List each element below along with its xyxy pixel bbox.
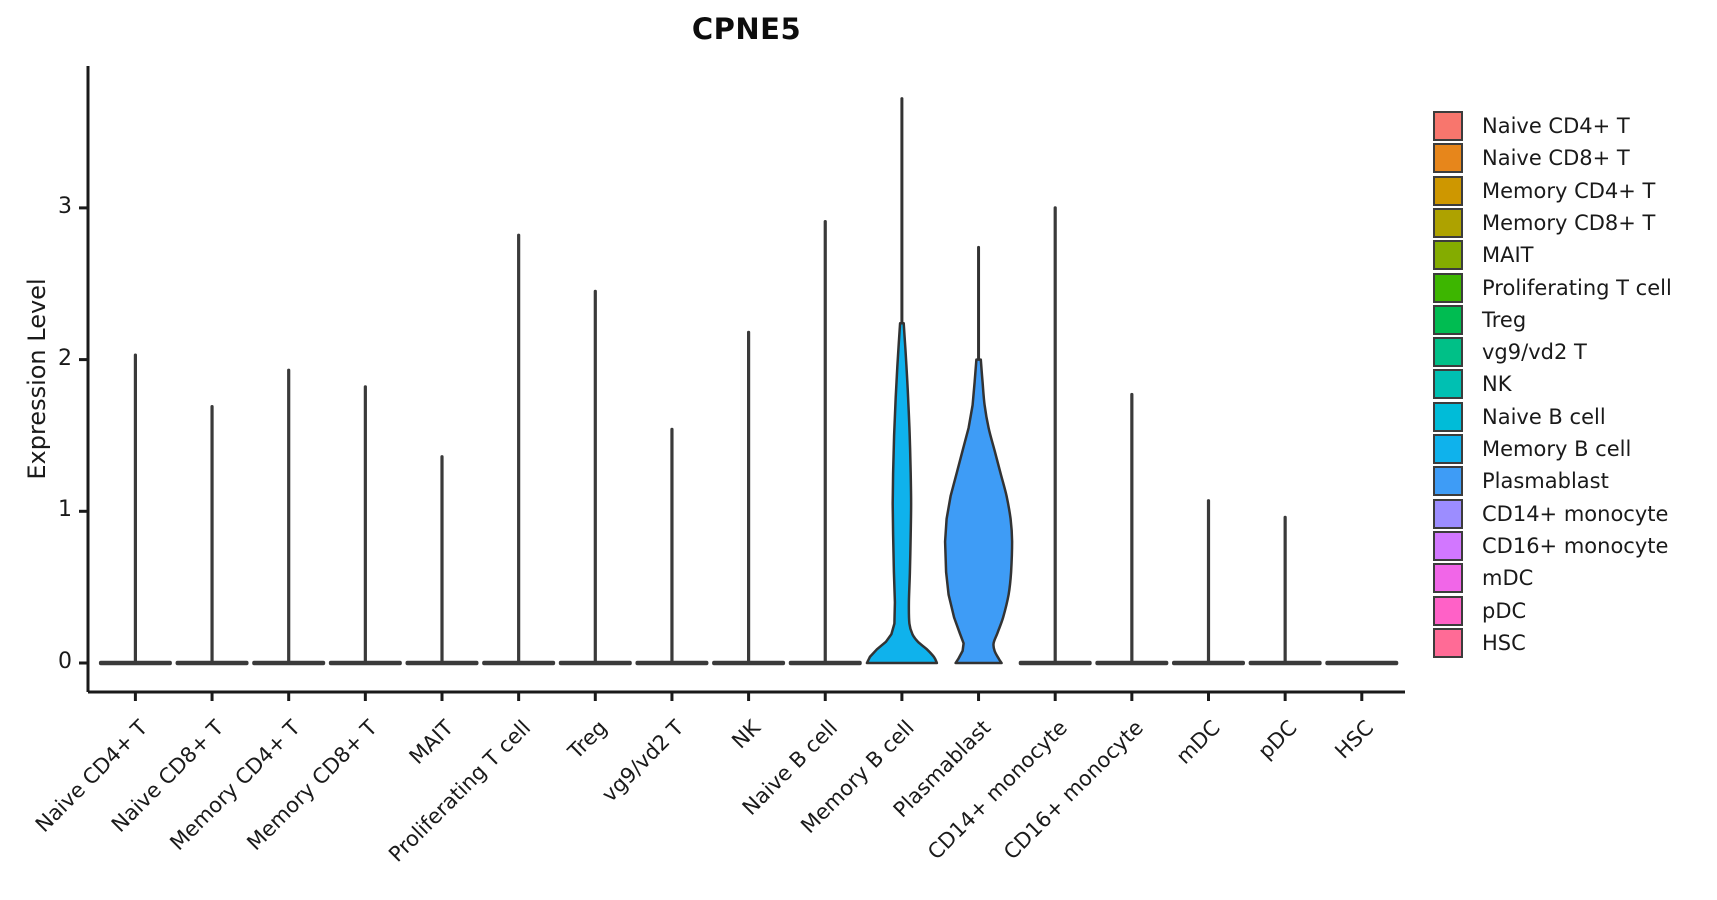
legend-label: HSC [1482,630,1526,655]
legend-label: Memory B cell [1482,437,1632,461]
legend-swatch-icon [1433,369,1463,400]
legend-label: vg9/vd2 T [1482,340,1587,365]
legend-swatch-icon [1433,337,1463,368]
y-tick-label: 0 [58,649,72,674]
y-tick-label: 3 [58,193,72,219]
legend-label: pDC [1482,598,1527,623]
y-tick-label: 1 [58,497,72,523]
legend-label: CD16+ monocyte [1482,533,1669,558]
legend-swatch-icon [1433,627,1463,658]
legend-label: Naive CD4+ T [1482,114,1630,138]
legend-swatch-icon [1433,466,1463,497]
y-axis-title: Expression Level [23,278,51,480]
violin-body-memory-b-cell [865,321,939,665]
legend-label: Naive B cell [1482,404,1606,429]
legend-swatch-icon [1433,401,1463,432]
legend-label: mDC [1482,566,1534,591]
legend-swatch-icon [1433,498,1463,529]
legend-swatch-icon [1433,595,1463,626]
legend-swatch-icon [1433,272,1463,303]
legend-label: Treg [1482,307,1527,332]
legend-swatch-icon [1433,240,1463,271]
violin-body-plasmablast [943,358,1014,665]
legend-swatch-icon [1433,530,1463,561]
legend-label: CD14+ monocyte [1482,501,1669,526]
legend-label: Plasmablast [1482,469,1609,494]
violin-baseline-hsc [1325,660,1399,666]
legend-swatch-icon [1433,143,1463,174]
legend-label: NK [1482,372,1512,397]
legend-swatch-icon [1433,563,1463,594]
legend-swatch-icon [1433,111,1463,141]
legend-swatch-icon [1433,175,1463,206]
legend-label: Proliferating T cell [1482,275,1672,300]
legend-label: Memory CD8+ T [1482,210,1656,235]
chart-title: CPNE5 [691,12,802,46]
legend-label: Naive CD8+ T [1482,146,1630,171]
legend-swatch-icon [1433,207,1463,238]
legend-swatch-icon [1433,304,1463,335]
legend-label: MAIT [1482,243,1534,268]
y-tick-label: 2 [58,345,72,371]
legend-swatch-icon [1433,434,1463,464]
legend-label: Memory CD4+ T [1482,178,1656,203]
